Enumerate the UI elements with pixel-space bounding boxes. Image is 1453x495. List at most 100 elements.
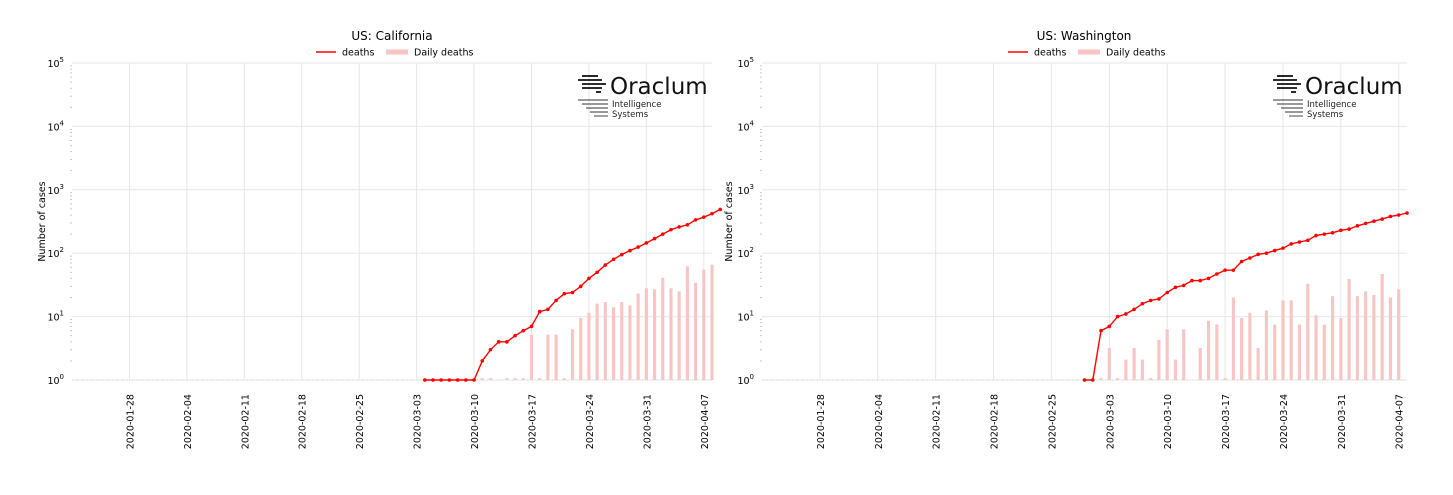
logo-line-1: Intelligence xyxy=(612,100,661,110)
deaths-point xyxy=(1405,211,1409,215)
deaths-point xyxy=(619,252,624,257)
deaths-point xyxy=(718,207,723,212)
daily-deaths-bar xyxy=(595,303,599,380)
daily-deaths-bar xyxy=(1281,300,1285,380)
x-tick-label: 2020-01-28 xyxy=(816,394,827,449)
deaths-point xyxy=(1281,246,1285,250)
deaths-point xyxy=(1339,228,1343,233)
deaths-point xyxy=(1132,307,1136,312)
y-axis-label: Number of cases xyxy=(37,181,48,261)
x-tick-label: 2020-01-28 xyxy=(125,394,136,449)
deaths-point xyxy=(1388,214,1393,219)
y-tick-exp: 0 xyxy=(60,373,64,381)
x-tick-label: 2020-02-25 xyxy=(355,394,366,449)
daily-deaths-bar xyxy=(513,378,517,380)
x-tick-label: 2020-04-07 xyxy=(700,394,711,449)
deaths-point xyxy=(570,290,575,295)
deaths-point xyxy=(1148,298,1153,303)
y-tick-base: 10 xyxy=(47,313,59,324)
deaths-point xyxy=(1355,224,1360,228)
x-tick-label: 2020-02-04 xyxy=(183,394,194,449)
daily-deaths-bar xyxy=(1297,324,1302,380)
daily-deaths-bar xyxy=(1355,296,1359,380)
y-tick-base: 10 xyxy=(737,186,749,197)
deaths-point xyxy=(652,236,657,241)
y-tick-base: 10 xyxy=(737,376,749,387)
daily-deaths-bar xyxy=(1306,283,1310,380)
daily-deaths-bar xyxy=(1264,310,1268,380)
y-tick-label: 104 xyxy=(47,119,64,133)
daily-deaths-bar xyxy=(1124,359,1128,380)
deaths-point xyxy=(464,378,468,382)
daily-deaths-bar xyxy=(1116,378,1120,380)
y-tick-exp: 1 xyxy=(750,310,754,318)
daily-deaths-bar xyxy=(1372,294,1376,380)
daily-deaths-bar xyxy=(1331,296,1335,380)
daily-deaths-bar xyxy=(1364,291,1368,380)
daily-deaths-bar xyxy=(1256,347,1260,380)
daily-deaths-bar xyxy=(1248,312,1252,380)
y-tick-label: 101 xyxy=(737,310,754,324)
daily-deaths-bar xyxy=(554,334,558,380)
legend-daily-label: Daily deaths xyxy=(1106,48,1165,59)
daily-deaths-bar xyxy=(685,266,689,380)
deaths-point xyxy=(1082,378,1087,382)
deaths-point xyxy=(546,307,550,312)
deaths-point xyxy=(1396,213,1401,217)
deaths-point xyxy=(1363,221,1368,226)
x-tick-label: 2020-02-18 xyxy=(990,394,1001,449)
legend-deaths-label: deaths xyxy=(342,48,374,59)
daily-deaths-bar xyxy=(603,301,607,380)
deaths-point xyxy=(1347,227,1351,231)
daily-deaths-bar xyxy=(1289,300,1293,380)
daily-deaths-bar xyxy=(1388,297,1393,380)
y-tick-exp: 3 xyxy=(750,183,754,191)
deaths-point xyxy=(1380,217,1384,221)
deaths-point xyxy=(1330,230,1335,235)
y-tick-base: 10 xyxy=(737,313,749,324)
deaths-point xyxy=(537,309,542,314)
deaths-point xyxy=(423,378,427,382)
deaths-point xyxy=(1165,290,1169,295)
deaths-point xyxy=(611,257,616,262)
daily-deaths-bar xyxy=(653,289,657,380)
deaths-line xyxy=(1084,212,1408,381)
y-tick-label: 105 xyxy=(47,56,64,70)
y-tick-base: 10 xyxy=(737,122,749,133)
daily-deaths-bar xyxy=(1380,273,1384,380)
deaths-point xyxy=(1090,378,1095,382)
deaths-point xyxy=(496,340,501,344)
daily-deaths-bar xyxy=(620,301,624,380)
daily-deaths-bar xyxy=(1206,320,1211,380)
y-tick-exp: 3 xyxy=(60,183,64,191)
daily-deaths-bar xyxy=(1182,329,1186,380)
x-tick-label: 2020-03-17 xyxy=(527,394,538,449)
daily-deaths-bar xyxy=(480,378,484,380)
deaths-point xyxy=(505,340,509,344)
y-tick-label: 103 xyxy=(47,183,64,197)
deaths-point xyxy=(439,378,444,382)
daily-deaths-bar xyxy=(1339,318,1343,380)
deaths-point xyxy=(1173,285,1178,290)
daily-deaths-bar xyxy=(1273,324,1277,380)
deaths-point xyxy=(1223,268,1227,272)
deaths-point xyxy=(1305,238,1310,243)
daily-deaths-bar xyxy=(611,307,616,380)
deaths-point xyxy=(480,359,485,363)
daily-deaths-bar xyxy=(1198,347,1202,380)
y-tick-exp: 5 xyxy=(750,56,754,64)
deaths-point xyxy=(693,218,698,222)
daily-deaths-bar xyxy=(636,293,640,380)
daily-deaths-bar xyxy=(570,329,575,380)
y-tick-base: 10 xyxy=(47,186,59,197)
daily-deaths-bar xyxy=(669,288,673,380)
y-tick-label: 100 xyxy=(47,373,64,387)
deaths-point xyxy=(554,298,558,303)
deaths-point xyxy=(1314,233,1318,238)
deaths-point xyxy=(1272,248,1277,253)
y-tick-exp: 2 xyxy=(60,246,64,254)
deaths-point xyxy=(677,225,681,229)
daily-deaths-bar xyxy=(538,378,542,380)
